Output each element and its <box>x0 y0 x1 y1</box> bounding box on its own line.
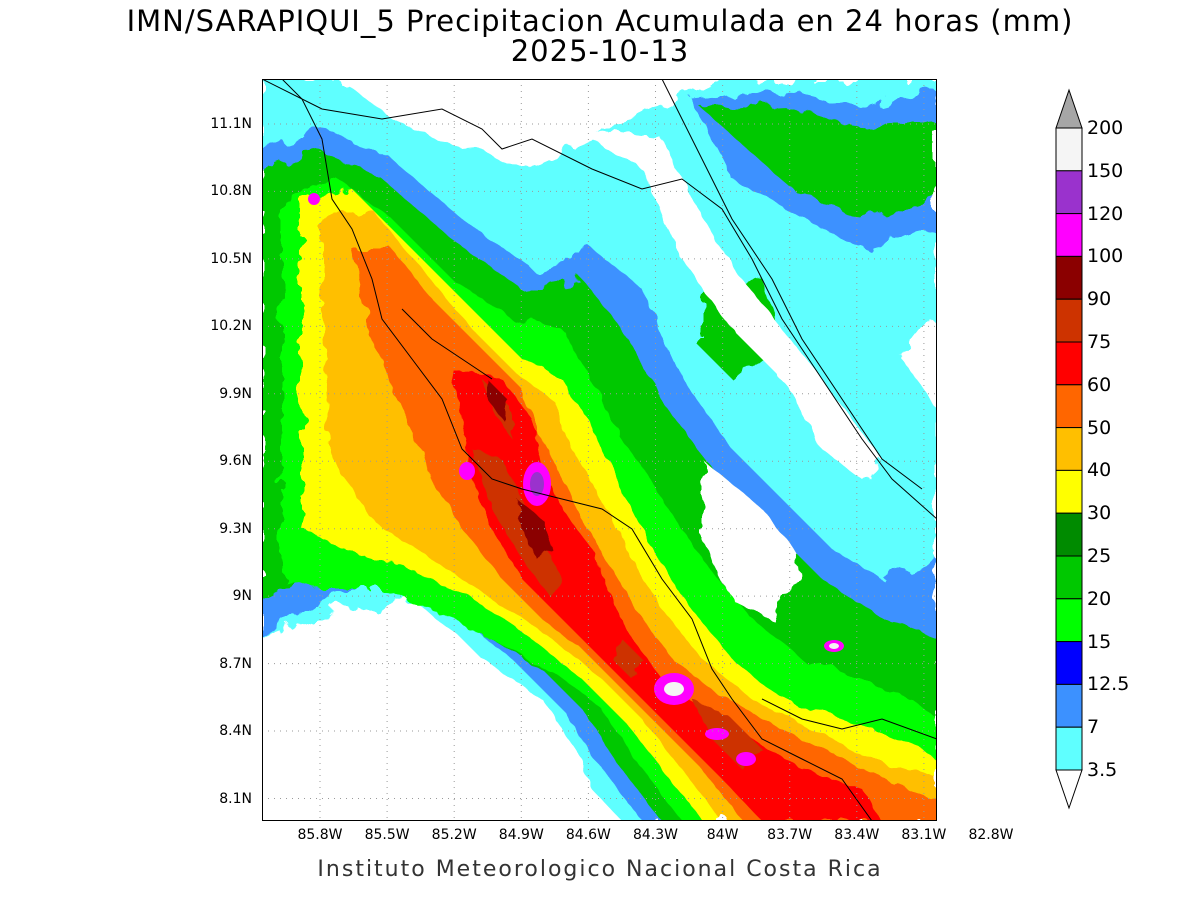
colorbar-swatch <box>1055 512 1083 557</box>
lat-tick-label: 8.4N <box>219 723 252 740</box>
lat-tick-label: 9.6N <box>219 453 252 470</box>
colorbar-label: 50 <box>1087 416 1112 439</box>
lat-tick-label: 9.9N <box>219 385 252 402</box>
lat-tick-label: 11.1N <box>210 115 252 132</box>
lat-tick-label: 9N <box>232 588 252 605</box>
colorbar-label: 90 <box>1087 288 1112 311</box>
colorbar-label: 3.5 <box>1087 759 1118 781</box>
colorbar-swatch <box>1055 427 1083 471</box>
colorbar-swatch <box>1055 255 1083 300</box>
colorbar-label: 12.5 <box>1087 673 1130 696</box>
colorbar-max-arrow <box>1055 88 1083 129</box>
lon-tick-label: 84.3W <box>632 827 678 843</box>
lon-tick-label: 83.4W <box>834 827 880 843</box>
colorbar-label: 60 <box>1087 373 1112 396</box>
lon-tick-label: 85.5W <box>364 827 410 843</box>
lon-tick-label: 84.6W <box>565 827 611 843</box>
colorbar-swatch <box>1055 641 1083 685</box>
lon-tick-label: 82.8W <box>968 827 1014 843</box>
colorbar-swatch <box>1055 341 1083 386</box>
rain-layer-darkred <box>472 379 762 769</box>
lon-tick-label: 85.8W <box>297 827 343 843</box>
lon-tick-label: 83.7W <box>767 827 813 843</box>
lon-tick-label: 85.2W <box>431 827 477 843</box>
lat-tick-label: 10.8N <box>210 183 252 200</box>
colorbar-label: 30 <box>1087 502 1112 525</box>
dry-areas <box>262 119 882 821</box>
footer-credit: Instituto Meteorologico Nacional Costa R… <box>317 857 883 882</box>
colorbar-swatch <box>1055 469 1083 514</box>
colorbar-label: 75 <box>1087 331 1112 353</box>
colorbar-swatch <box>1055 384 1083 429</box>
rain-peaks-magenta <box>308 193 844 766</box>
colorbar-swatch <box>1055 683 1083 728</box>
colorbar-swatch <box>1055 555 1083 600</box>
lat-tick-label: 10.5N <box>210 250 252 267</box>
colorbar-swatch <box>1055 213 1083 257</box>
colorbar-swatch <box>1055 170 1083 215</box>
colorbar-label: 200 <box>1087 117 1124 139</box>
lat-tick-label: 8.1N <box>219 790 252 807</box>
lon-tick-label: 83.1W <box>901 827 947 843</box>
map-title: IMN/SARAPIQUI_5 Precipitacion Acumulada … <box>126 4 1074 38</box>
coastline <box>262 79 937 821</box>
colorbar-label: 7 <box>1087 716 1100 739</box>
precipitation-map <box>262 79 937 821</box>
colorbar-label: 100 <box>1087 245 1124 268</box>
lat-tick-label: 10.2N <box>210 318 252 335</box>
graticule <box>262 79 937 821</box>
colorbar-label: 20 <box>1087 587 1112 610</box>
colorbar-label: 25 <box>1087 545 1112 567</box>
colorbar-label: 40 <box>1087 459 1112 482</box>
lat-tick-label: 8.7N <box>219 655 252 672</box>
rain-layer-red <box>452 369 882 821</box>
precipitation-field <box>262 79 937 821</box>
colorbar-swatch <box>1055 598 1083 643</box>
colorbar <box>1055 88 1083 810</box>
lon-tick-label: 84W <box>706 827 739 843</box>
lon-tick-label: 84.9W <box>498 827 544 843</box>
colorbar-label: 120 <box>1087 202 1124 225</box>
colorbar-swatch <box>1055 298 1083 343</box>
colorbar-label: 15 <box>1087 630 1112 653</box>
colorbar-swatch <box>1055 726 1083 771</box>
lat-tick-label: 9.3N <box>219 520 252 537</box>
colorbar-label: 150 <box>1087 159 1124 182</box>
map-date: 2025-10-13 <box>510 34 690 68</box>
colorbar-swatch <box>1055 127 1083 172</box>
colorbar-min-arrow <box>1055 769 1083 810</box>
